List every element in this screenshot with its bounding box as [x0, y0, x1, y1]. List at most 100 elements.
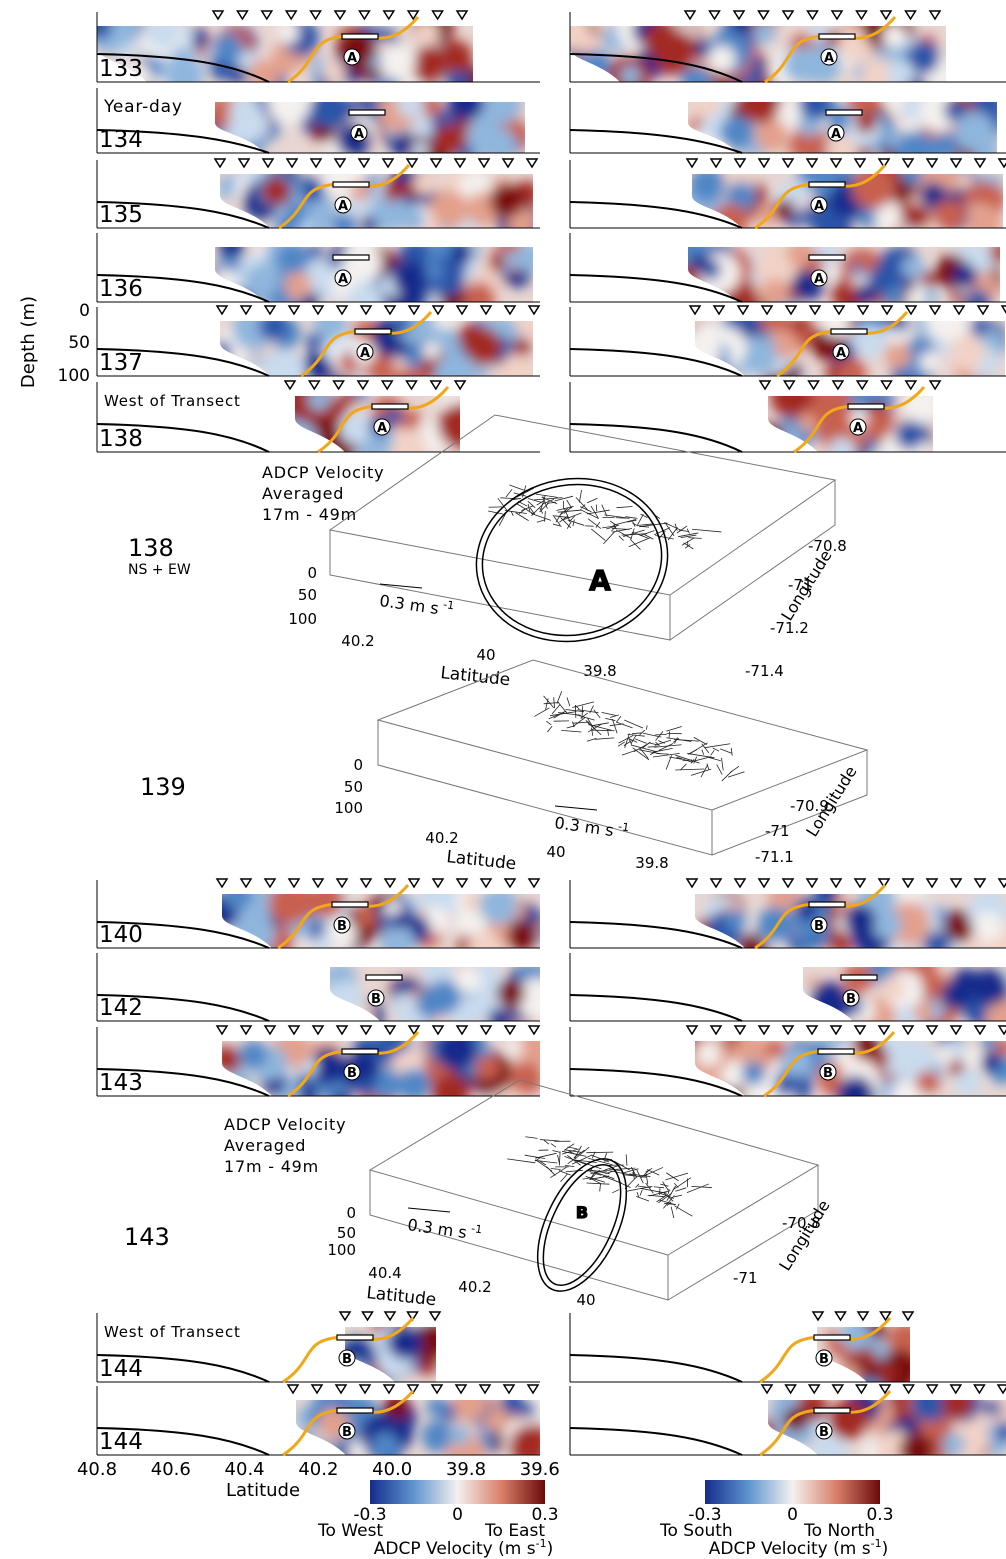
field-blobs [220, 321, 533, 376]
velocity-arrow [575, 714, 595, 721]
caption: Averaged [262, 484, 344, 503]
x-tick-label: 40.8 [77, 1459, 117, 1480]
station-marker [213, 158, 227, 169]
field-blob [463, 327, 502, 366]
field-blob [387, 1327, 423, 1360]
velocity-arrow [675, 1187, 687, 1192]
field-blob [258, 321, 289, 341]
station-marker [830, 10, 844, 21]
field-blob [242, 894, 278, 919]
velocity-arrow [567, 1146, 577, 1150]
station-marker [877, 878, 891, 889]
velocity-arrow [636, 1169, 644, 1184]
marker-circle [810, 196, 828, 214]
station-marker [338, 1311, 352, 1322]
velocity-arrow [546, 720, 552, 726]
station-marker [708, 10, 721, 21]
velocity-arrow [652, 752, 680, 758]
field-blob [923, 930, 952, 948]
year-day: 142 [99, 995, 143, 1021]
field-blob [725, 910, 748, 933]
bathymetry [569, 1354, 743, 1383]
field-blob [783, 1406, 809, 1432]
velocity-arrow [551, 704, 561, 715]
feature-bar [830, 328, 868, 335]
station-marker [479, 305, 493, 316]
velocity-arrow [611, 718, 618, 734]
station-marker [808, 305, 822, 316]
view-3d: 139 0 50 100 40.2 40 39.8 Latitude -70.9-71 -71.1… [140, 659, 869, 874]
velocity-field [695, 1041, 1006, 1096]
scale-unit: -1 [470, 1222, 483, 1236]
velocity-arrow [552, 523, 562, 527]
station-marker [428, 1311, 442, 1322]
year-day: 137 [99, 350, 143, 376]
bathymetry [569, 348, 743, 377]
box-frame [368, 1079, 820, 1301]
station-marker [383, 1311, 397, 1322]
velocity-arrow [656, 1193, 669, 1203]
station-marker [712, 305, 726, 316]
station-marker [477, 158, 491, 169]
station-marker [431, 10, 444, 21]
marker-label: B [342, 1425, 352, 1440]
label-text: ADCP Velocity (m s [374, 1539, 536, 1559]
field-blob [878, 1364, 897, 1382]
field-blob [752, 26, 776, 44]
velocity-arrow [666, 1172, 679, 1182]
field-blob [789, 123, 828, 153]
field-blob [982, 1400, 1001, 1417]
station-marker [334, 1384, 348, 1395]
marker-circle [815, 1422, 833, 1440]
field-blob [980, 1041, 998, 1050]
field-blob [807, 981, 850, 1021]
velocity-arrow [625, 1154, 628, 1166]
velocity-arrow [686, 1183, 710, 1194]
station-marker [973, 158, 987, 169]
station-marker [455, 1025, 469, 1036]
station-marker [285, 158, 299, 169]
velocity-arrow [521, 505, 534, 511]
lon-tick-label: -70.8 [808, 537, 847, 555]
field-blob [855, 111, 877, 133]
field-blob [809, 396, 854, 429]
velocity-field [220, 174, 533, 228]
marker-circle [333, 916, 351, 934]
velocity-arrows [534, 691, 745, 782]
station-marker [263, 878, 277, 889]
velocity-arrow [566, 499, 573, 509]
field-blob [277, 26, 300, 44]
scale-text: 0.3 m s [406, 1215, 468, 1242]
marker-label: A [824, 51, 834, 66]
velocity-arrow [527, 500, 536, 508]
colorbar-label: ADCP Velocity (m s-1) [709, 1537, 888, 1559]
field-blob [391, 321, 411, 334]
field-blob [915, 1070, 940, 1095]
depth-tick-label: 0 [353, 756, 363, 774]
velocity-arrow [585, 1175, 602, 1185]
station-marker [407, 1025, 421, 1036]
feature-outline [542, 1163, 622, 1287]
front-contour [754, 884, 887, 950]
station-marker [805, 878, 819, 889]
field-blob [899, 1432, 935, 1455]
front-contour [763, 1031, 896, 1098]
field-blob [386, 407, 404, 425]
velocity-arrow [602, 525, 614, 529]
year-day: 133 [99, 56, 143, 82]
velocity-arrow [645, 1173, 649, 1185]
velocity-arrow [640, 530, 655, 537]
row-note: West of Transect [104, 1323, 241, 1341]
lat-tick-label: 40 [576, 1291, 595, 1309]
station-marker [856, 305, 870, 316]
field-blob [895, 420, 925, 450]
velocity-arrow [543, 702, 560, 705]
marker-circle [338, 1349, 356, 1367]
marker-label: B [576, 1203, 588, 1222]
station-marker [383, 305, 397, 316]
feature-bar [817, 1048, 855, 1055]
section-panel: B [569, 878, 1006, 950]
view-day: 138 [128, 534, 174, 562]
station-marker [407, 878, 421, 889]
velocity-arrow [716, 764, 723, 775]
